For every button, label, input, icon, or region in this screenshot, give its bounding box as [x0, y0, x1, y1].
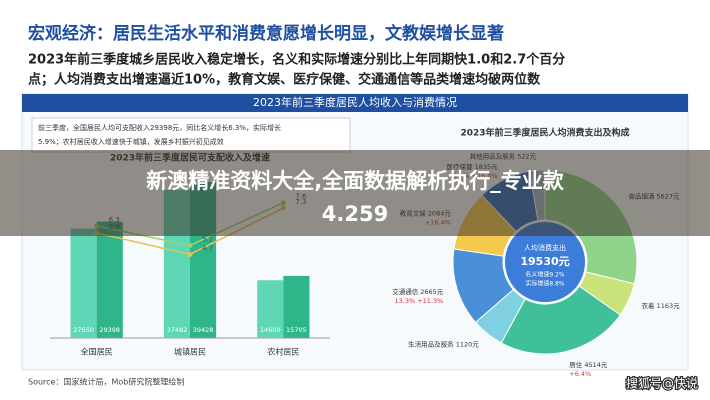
center-note: 名义增速9.2% [525, 271, 565, 279]
slice-label: 生活用品及服务 1120元 [408, 340, 479, 349]
center [505, 222, 585, 302]
bar-label: 37482 [167, 326, 188, 334]
bar-label: 39428 [193, 326, 214, 334]
slice-label: 居住 4514元 [569, 360, 608, 369]
center-note: 实际增速8.8% [525, 280, 565, 288]
note: 5.9%；农村居民收入增速快于城镇，发展乡村振兴初见成效 [38, 137, 224, 146]
subtitle: 点；人均消费支出增速逼近10%，教育文娱、医疗保健、交通通信等品类增速均破两位数 [28, 72, 541, 88]
point [187, 251, 193, 257]
bar [70, 228, 97, 338]
source: Source：国家统计局，Mob研究院整理绘制 [28, 377, 184, 387]
overlay-text: 4.259 [322, 202, 388, 226]
point-label: 4.7 [202, 244, 213, 252]
center-title: 人均消费支出 [524, 243, 566, 252]
slice-note: 13.3% +11.3% [395, 297, 444, 305]
note: 前三季度，全国居民人均可支配收入29398元，同比名义增长6.3%，实际增长 [38, 123, 281, 132]
bar [283, 275, 310, 338]
bar-label: 29398 [99, 326, 120, 334]
bar-label: 15705 [286, 326, 307, 334]
bar [257, 280, 284, 338]
point [187, 242, 193, 248]
note-box [31, 117, 351, 153]
bar-label: 27650 [73, 326, 94, 334]
title: 宏观经济：居民生活水平和消费意愿增长明显，文教娱增长显著 [28, 23, 504, 44]
bar [96, 221, 123, 338]
slice [500, 285, 621, 355]
slice-note: +6.4% [569, 370, 591, 378]
slice-label: 衣着 1163元 [642, 301, 681, 310]
x-tick-label: 城镇居民 [174, 347, 206, 357]
x-tick-label: 全国居民 [81, 347, 113, 357]
subtitle: 2023年前三季度城乡居民收入稳定增长，名义和实际增速分别比上年同期快1.0和2… [28, 52, 565, 68]
x-tick-label: 农村居民 [267, 347, 299, 357]
chart-title: 2023年前三季度居民人均消费支出及构成 [460, 127, 629, 139]
overlay-band [0, 150, 710, 236]
overlay-text: 新澳精准资料大全,全面数据解析执行_专业款 [146, 169, 564, 193]
banner [22, 94, 688, 112]
watermark: 搜狐号@快说 [626, 376, 698, 391]
bar-label: 14600 [260, 326, 281, 334]
center-value: 19530元 [520, 255, 569, 268]
slice-label: 交通通信 2665元 [392, 287, 444, 296]
point-label: 5.2 [202, 235, 213, 243]
banner-text: 2023年前三季度居民人均收入与消费情况 [253, 95, 457, 109]
